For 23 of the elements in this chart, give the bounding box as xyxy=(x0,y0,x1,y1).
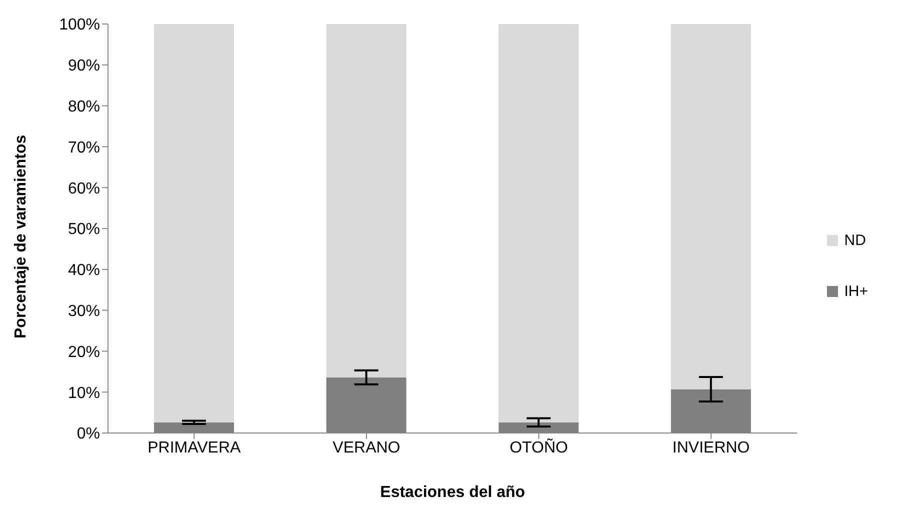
y-tick-label: 30% xyxy=(68,302,100,320)
y-tick-label: 0% xyxy=(76,426,100,443)
bar xyxy=(498,24,579,422)
x-tick-label: OTOÑO xyxy=(510,437,568,456)
y-tick-label: 50% xyxy=(68,221,100,238)
y-tick-label: 10% xyxy=(68,384,100,402)
bar xyxy=(670,24,751,390)
x-axis-title: Estaciones del año xyxy=(380,484,526,501)
x-tick-label: VERANO xyxy=(332,439,400,456)
y-tick-label: 80% xyxy=(68,98,100,116)
bar xyxy=(154,24,234,422)
y-tick-label: 60% xyxy=(68,180,100,198)
y-tick-label: 90% xyxy=(68,58,100,75)
legend-label: ND xyxy=(844,232,866,248)
y-tick-label: 70% xyxy=(68,139,100,156)
y-axis-title: Porcentaje de varamientos xyxy=(12,134,30,338)
legend-label: IH+ xyxy=(844,282,868,300)
y-tick-label: 40% xyxy=(68,262,100,280)
bar xyxy=(326,24,406,378)
x-tick-label: INVIERNO xyxy=(672,439,750,456)
y-tick-label: 100% xyxy=(59,16,100,34)
x-tick-label: PRIMAVERA xyxy=(148,439,242,456)
y-tick-label: 20% xyxy=(68,344,100,361)
